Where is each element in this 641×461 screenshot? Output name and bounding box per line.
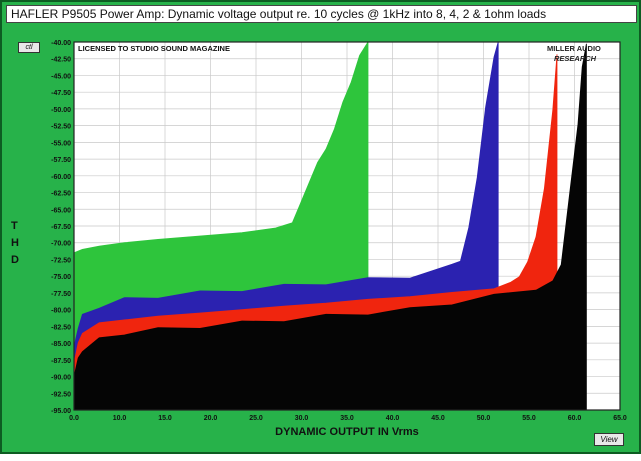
y-tick-label: -60.00 [51, 174, 71, 181]
y-tick-label: -47.50 [51, 90, 71, 97]
x-tick-label: 0.0 [69, 415, 79, 422]
x-tick-label: 35.0 [340, 415, 354, 422]
y-tick-label: -45.00 [51, 73, 71, 80]
x-tick-label: 45.0 [431, 415, 445, 422]
x-tick-label: 15.0 [158, 415, 172, 422]
x-tick-label: 65.0 [613, 415, 627, 422]
y-tick-label: -77.50 [51, 291, 71, 298]
y-axis-label: D [11, 254, 19, 266]
y-tick-label: -40.00 [51, 40, 71, 47]
x-tick-label: 60.0 [568, 415, 582, 422]
y-tick-label: -70.00 [51, 241, 71, 248]
y-tick-label: -75.00 [51, 274, 71, 281]
window-title: HAFLER P9505 Power Amp: Dynamic voltage … [11, 7, 547, 21]
thd-series-area-4 [73, 43, 587, 411]
x-tick-label: 40.0 [386, 415, 400, 422]
x-tick-label: 30.0 [295, 415, 309, 422]
chart-area: ctl -40.00 -42.50 -45.00 -47.50 -50.00 -52.50… [2, 24, 641, 456]
y-tick-label: -92.50 [51, 391, 71, 398]
y-tick-label: -67.50 [51, 224, 71, 231]
x-tick-label: 55.0 [522, 415, 536, 422]
y-axis-label: T [11, 220, 18, 232]
y-tick-label: -55.00 [51, 140, 71, 147]
y-tick-label: -95.00 [51, 408, 71, 415]
thd-chart: -40.00 -42.50 -45.00 -47.50 -50.00 -52.50 -55.… [11, 40, 627, 438]
window-title-bar: HAFLER P9505 Power Amp: Dynamic voltage … [6, 5, 637, 23]
y-tick-label: -57.50 [51, 157, 71, 164]
x-tick-label: 50.0 [477, 415, 491, 422]
x-tick-label: 20.0 [204, 415, 218, 422]
plot-border [73, 41, 621, 411]
license-annotation: LICENSED TO STUDIO SOUND MAGAZINE [78, 44, 230, 53]
y-tick-label: -42.50 [51, 57, 71, 64]
miller-annotation: MILLER AUDIO [547, 44, 601, 53]
y-tick-label: -82.50 [51, 324, 71, 331]
y-tick-label: -50.00 [51, 107, 71, 114]
y-tick-label: -87.50 [51, 358, 71, 365]
y-tick-label: -62.50 [51, 191, 71, 198]
y-tick-label: -52.50 [51, 124, 71, 131]
y-axis-label: H [11, 237, 19, 249]
y-tick-label: -90.00 [51, 375, 71, 382]
x-tick-label: 10.0 [113, 415, 127, 422]
corner-button[interactable]: ctl [18, 42, 40, 53]
y-tick-label: -80.00 [51, 308, 71, 315]
x-tick-label: 25.0 [249, 415, 263, 422]
x-axis-label: DYNAMIC OUTPUT IN Vrms [275, 426, 419, 438]
y-tick-label: -85.00 [51, 341, 71, 348]
view-button[interactable]: View [594, 433, 624, 446]
miller-annotation-line2: RESEARCH [554, 54, 597, 63]
y-tick-label: -72.50 [51, 257, 71, 264]
y-tick-label: -65.00 [51, 207, 71, 214]
